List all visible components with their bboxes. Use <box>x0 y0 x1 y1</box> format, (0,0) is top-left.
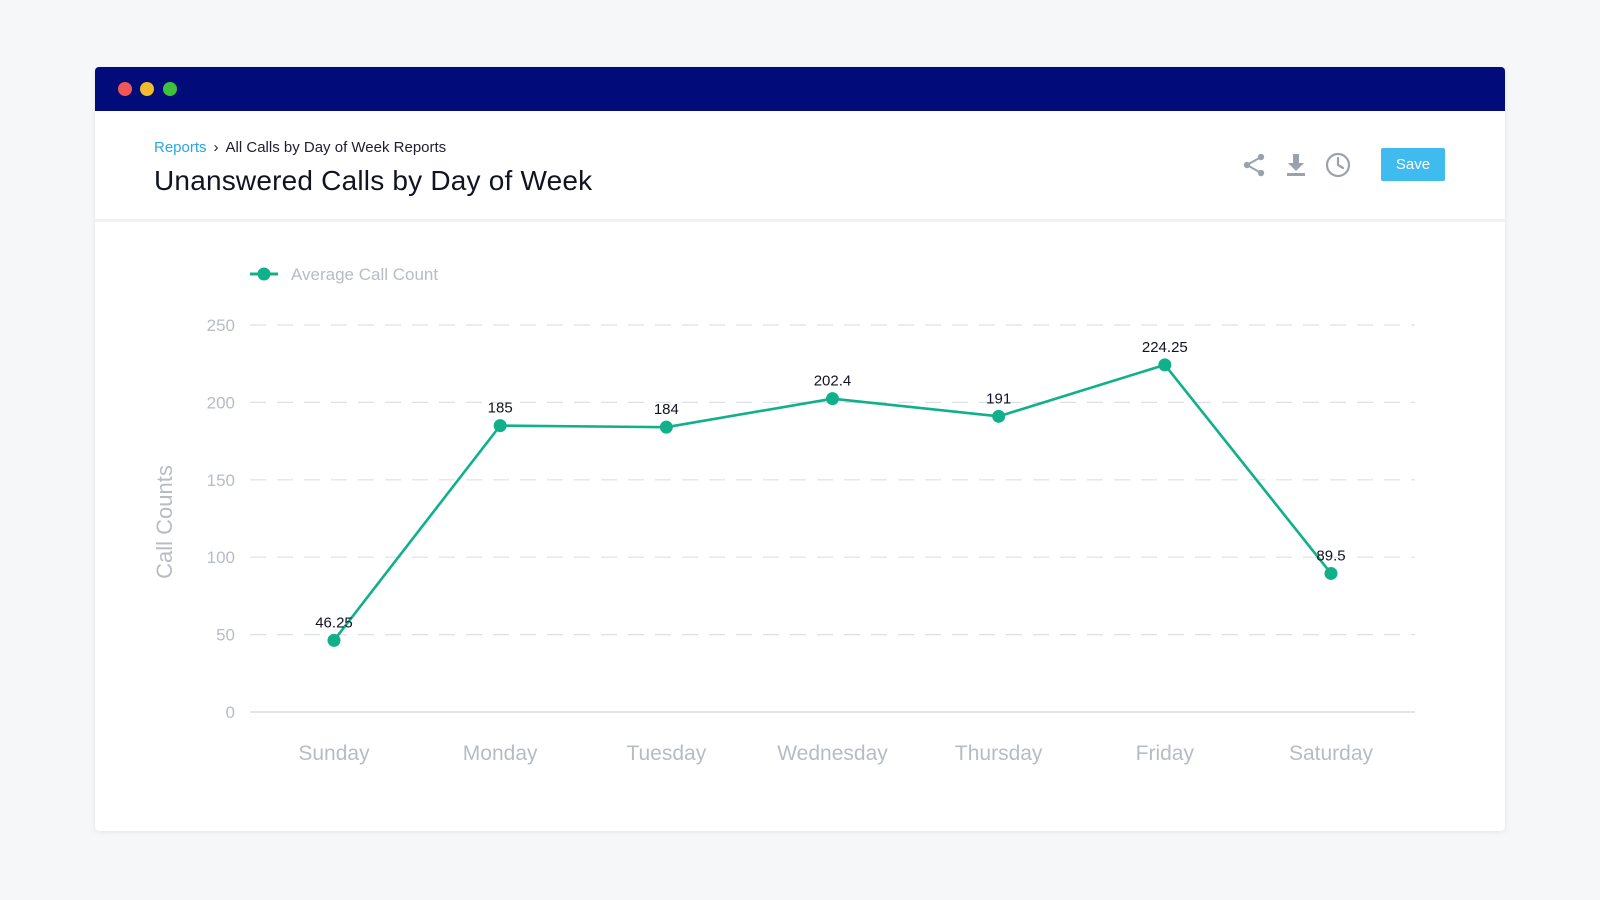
data-point[interactable] <box>826 392 839 406</box>
y-tick-label: 150 <box>207 471 235 490</box>
share-icon[interactable] <box>1239 150 1269 180</box>
data-point[interactable] <box>327 633 341 647</box>
series-average-call-count <box>327 358 1338 647</box>
data-point[interactable] <box>1158 358 1172 372</box>
report-toolbar: Save <box>1239 148 1445 181</box>
report-window: Reports › All Calls by Day of Week Reports… <box>95 67 1505 831</box>
breadcrumb: Reports › All Calls by Day of Week Reports <box>154 139 446 156</box>
line-chart: 0 50 100 150 200 250 Sunday Monday Tuesday Wedne… <box>152 265 1415 765</box>
page-title: Unanswered Calls by Day of Week <box>154 165 593 196</box>
y-tick-label: 0 <box>226 703 235 722</box>
save-button[interactable]: Save <box>1381 148 1445 181</box>
window-titlebar <box>95 67 1505 111</box>
y-axis-label: Call Counts <box>152 465 177 579</box>
data-point[interactable] <box>493 419 507 433</box>
x-tick-label: Monday <box>463 742 538 765</box>
breadcrumb-separator: › <box>213 139 219 156</box>
x-tick-label: Friday <box>1136 742 1195 765</box>
y-axis-ticks: 0 50 100 150 200 250 <box>207 316 235 722</box>
y-tick-label: 250 <box>207 316 235 335</box>
legend[interactable]: Average Call Count <box>250 265 438 284</box>
maximize-window-dot[interactable] <box>163 82 177 96</box>
x-tick-label: Tuesday <box>626 742 706 765</box>
breadcrumb-current: All Calls by Day of Week Reports <box>225 139 447 156</box>
report-header: Reports › All Calls by Day of Week Reports… <box>95 111 1505 222</box>
clock-icon[interactable] <box>1323 150 1353 180</box>
chart-area: 0 50 100 150 200 250 Sunday Monday Tuesday Wedne… <box>95 222 1505 831</box>
minimize-window-dot[interactable] <box>140 82 154 96</box>
data-label: 184 <box>654 401 679 418</box>
y-tick-label: 50 <box>216 626 235 645</box>
data-labels: 46.25 185 184 202.4 191 224.25 89.5 <box>315 339 1345 632</box>
breadcrumb-reports-link[interactable]: Reports <box>154 139 207 156</box>
x-axis-ticks: Sunday Monday Tuesday Wednesday Thursday Frid… <box>298 742 1373 765</box>
series-line <box>332 363 1333 642</box>
data-label: 46.25 <box>315 614 353 631</box>
data-label: 185 <box>488 400 513 417</box>
y-tick-label: 200 <box>207 393 235 412</box>
x-tick-label: Sunday <box>298 742 370 765</box>
close-window-dot[interactable] <box>118 82 132 96</box>
data-point[interactable] <box>659 420 673 434</box>
data-point[interactable] <box>1324 566 1338 580</box>
y-tick-label: 100 <box>207 548 235 567</box>
x-tick-label: Thursday <box>955 742 1043 765</box>
data-label: 191 <box>986 390 1011 407</box>
data-label: 224.25 <box>1142 339 1188 356</box>
data-label: 202.4 <box>814 373 852 390</box>
download-icon[interactable] <box>1281 150 1311 180</box>
legend-swatch-dot <box>257 267 271 281</box>
x-tick-label: Saturday <box>1289 742 1374 765</box>
data-point[interactable] <box>992 409 1006 423</box>
x-tick-label: Wednesday <box>777 742 888 765</box>
legend-label: Average Call Count <box>291 265 438 284</box>
data-label: 89.5 <box>1316 547 1345 564</box>
